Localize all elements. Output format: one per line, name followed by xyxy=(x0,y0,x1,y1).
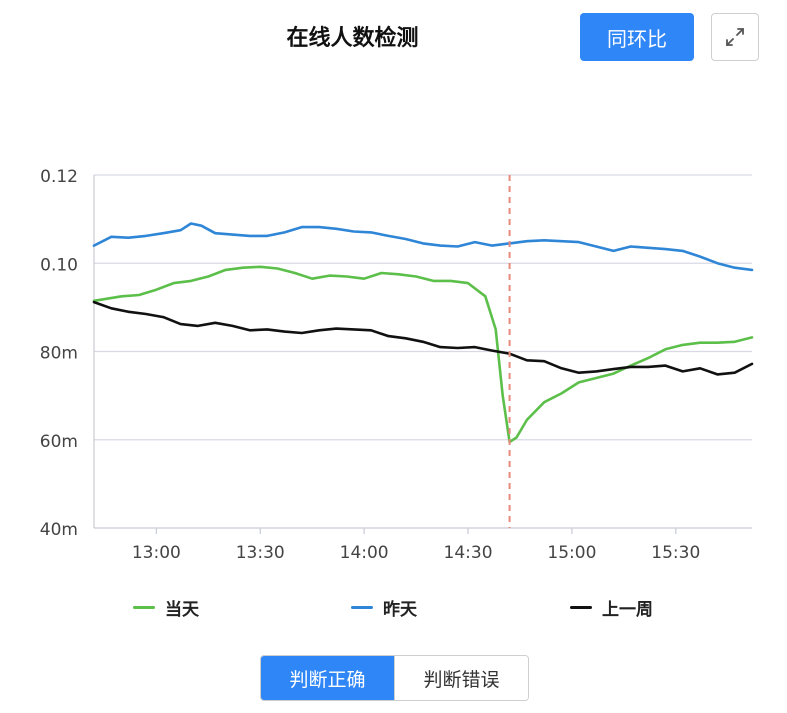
legend-label: 上一周 xyxy=(602,600,653,620)
y-tick-label: 60m xyxy=(40,432,78,452)
legend-item[interactable]: 当天 xyxy=(133,595,199,620)
x-tick-label: 14:00 xyxy=(340,543,389,563)
x-tick-label: 15:30 xyxy=(651,543,700,563)
judge-wrong-button[interactable]: 判断错误 xyxy=(394,656,528,700)
line-chart: 40m 60m 80m 0.10 0.12 13:00 13:30 14:00 14:30 15:… xyxy=(40,167,754,563)
expand-arrows-icon xyxy=(726,28,744,46)
legend-label: 昨天 xyxy=(383,600,417,620)
legend-swatch xyxy=(133,606,155,609)
legend-item[interactable]: 昨天 xyxy=(351,595,417,620)
legend-item[interactable]: 上一周 xyxy=(570,595,653,620)
page-title: 在线人数检测 xyxy=(286,26,419,51)
expand-button[interactable] xyxy=(711,13,759,61)
series-line-0 xyxy=(92,265,754,444)
chart-legend: 当天 昨天 上一周 xyxy=(0,595,787,623)
judge-correct-button[interactable]: 判断正确 xyxy=(261,656,394,700)
series-line-2 xyxy=(92,300,754,376)
y-tick-label: 0.10 xyxy=(40,255,78,275)
legend-label: 当天 xyxy=(165,600,199,620)
judgement-toggle: 判断正确 判断错误 xyxy=(260,655,529,701)
y-tick-label: 80m xyxy=(40,344,78,364)
x-tick-label: 14:30 xyxy=(444,543,493,563)
legend-swatch xyxy=(351,606,373,609)
legend-swatch xyxy=(570,606,592,609)
compare-button[interactable]: 同环比 xyxy=(580,13,694,61)
x-tick-label: 15:00 xyxy=(547,543,596,563)
y-tick-label: 0.12 xyxy=(40,167,78,187)
x-tick-label: 13:30 xyxy=(236,543,285,563)
x-tick-label: 13:00 xyxy=(132,543,181,563)
y-tick-label: 40m xyxy=(40,520,78,540)
series-line-1 xyxy=(92,222,754,272)
